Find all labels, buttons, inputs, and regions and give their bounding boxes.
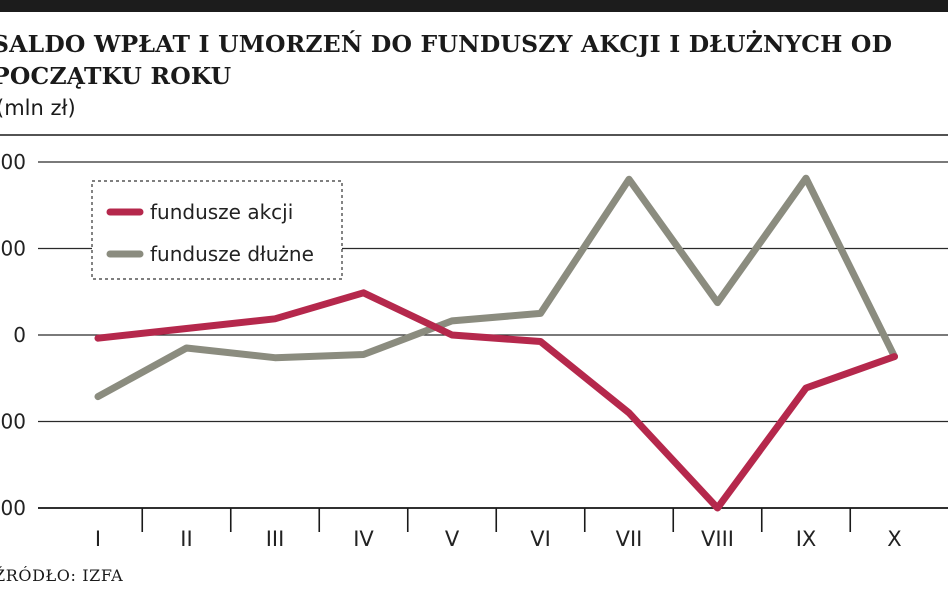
- y-tick-label: 1600: [0, 150, 26, 174]
- legend-label: fundusze dłużne: [150, 242, 314, 266]
- x-axis-labels: I II III IV V VI VII VIII IX X: [95, 527, 902, 551]
- y-tick-label: 0: [13, 323, 26, 347]
- x-tick-label: IV: [353, 527, 374, 551]
- x-tick-label: V: [445, 527, 460, 551]
- y-tick-label: -800: [0, 410, 26, 434]
- x-tick-label: VII: [616, 527, 643, 551]
- y-axis-labels: 1600 800 0 -800 -1600: [0, 150, 26, 520]
- x-tick-label: X: [887, 527, 901, 551]
- x-axis: [38, 507, 948, 532]
- x-tick-label: I: [95, 527, 101, 551]
- chart-title: Saldo wpłat i umorzeń do funduszy akcji …: [0, 30, 893, 90]
- x-tick-label: VI: [530, 527, 551, 551]
- x-tick-label: IX: [796, 527, 817, 551]
- legend-box: [91, 180, 343, 280]
- series-lines: [94, 174, 898, 512]
- source-note: Źródło: IZFA: [0, 566, 124, 585]
- x-tick-label: III: [266, 527, 285, 551]
- series-line: [94, 174, 898, 401]
- legend-label: fundusze akcji: [150, 200, 293, 224]
- x-tick-label: VIII: [701, 527, 734, 551]
- top-bar: [0, 0, 948, 12]
- y-tick-label: 800: [0, 237, 26, 261]
- series-line: [94, 289, 898, 512]
- chart-unit: (mln zł): [0, 96, 76, 120]
- y-tick-label: -1600: [0, 496, 26, 520]
- x-tick-label: II: [180, 527, 192, 551]
- legend: fundusze akcji fundusze dłużne: [91, 180, 343, 280]
